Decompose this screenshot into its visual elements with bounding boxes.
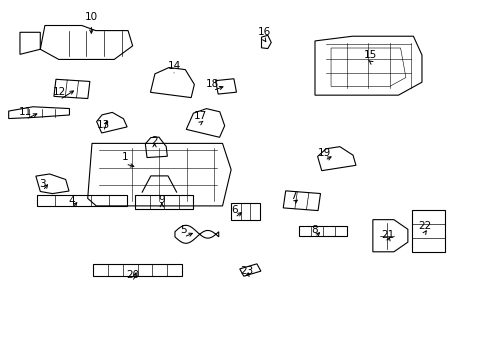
Text: 3: 3 xyxy=(40,179,46,189)
Text: 2: 2 xyxy=(151,136,158,146)
Text: 15: 15 xyxy=(364,50,377,60)
Text: 11: 11 xyxy=(19,107,32,117)
Text: 14: 14 xyxy=(167,61,180,71)
Text: 9: 9 xyxy=(158,195,165,204)
Text: 7: 7 xyxy=(289,191,296,201)
Text: 10: 10 xyxy=(84,13,98,22)
Text: 17: 17 xyxy=(194,111,207,121)
Text: 13: 13 xyxy=(97,120,110,130)
Text: 4: 4 xyxy=(68,197,75,206)
Text: 18: 18 xyxy=(206,78,219,89)
Text: 23: 23 xyxy=(240,266,253,276)
Text: 20: 20 xyxy=(126,270,139,280)
Text: 1: 1 xyxy=(122,152,128,162)
Text: 16: 16 xyxy=(257,27,270,37)
Text: 8: 8 xyxy=(311,225,318,235)
Text: 5: 5 xyxy=(180,225,186,235)
Text: 6: 6 xyxy=(231,205,238,215)
Text: 12: 12 xyxy=(53,87,66,98)
Text: 19: 19 xyxy=(318,148,331,158)
Text: 21: 21 xyxy=(381,230,394,240)
Text: 22: 22 xyxy=(417,221,430,231)
